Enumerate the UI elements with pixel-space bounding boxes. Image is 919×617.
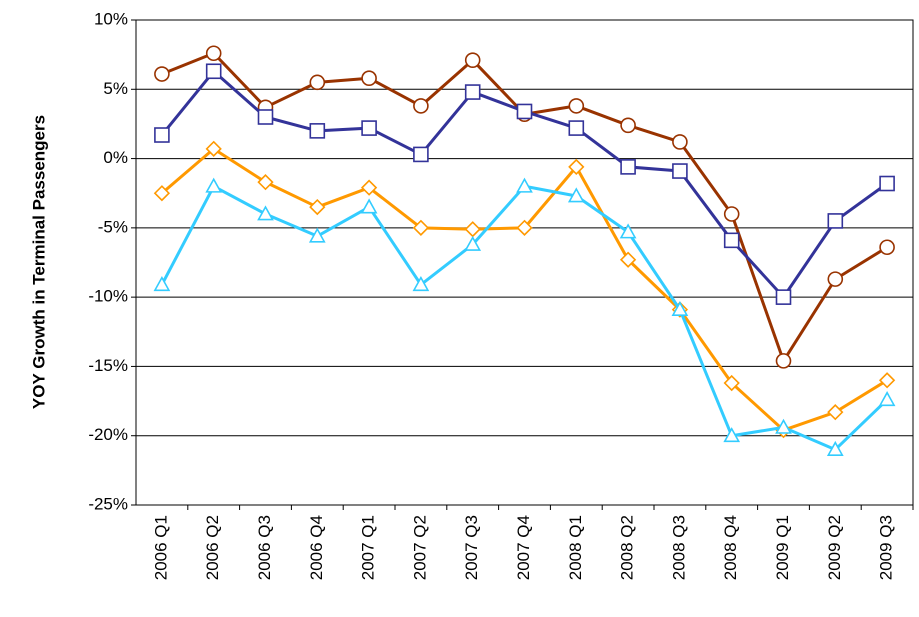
marker <box>361 120 377 136</box>
x-tick-label: 2009 Q2 <box>825 515 844 580</box>
marker <box>827 213 844 229</box>
plot-border <box>135 19 914 506</box>
x-tick-label: 2006 Q4 <box>307 515 326 580</box>
x-tick-label: 2007 Q3 <box>462 515 481 580</box>
marker <box>516 177 533 193</box>
marker <box>723 374 740 392</box>
marker <box>723 206 740 222</box>
marker <box>205 45 222 62</box>
y-tick-label: 10% <box>94 9 128 28</box>
y-tick-label: -15% <box>88 356 128 375</box>
marker <box>412 219 430 236</box>
y-tick-label: -25% <box>88 494 128 513</box>
marker <box>878 391 896 407</box>
marker <box>205 140 222 158</box>
marker <box>723 427 741 443</box>
marker <box>516 219 533 236</box>
marker <box>620 159 636 175</box>
marker <box>464 221 481 238</box>
marker <box>360 179 378 196</box>
series-line <box>161 51 888 363</box>
x-tick-label: 2008 Q3 <box>669 515 688 580</box>
marker <box>568 120 585 136</box>
marker <box>153 185 171 202</box>
marker <box>154 66 170 82</box>
marker <box>205 177 223 193</box>
marker <box>827 271 844 287</box>
marker <box>671 300 689 317</box>
x-tick-label: 2009 Q3 <box>877 515 896 580</box>
marker <box>309 198 326 216</box>
marker <box>154 127 170 143</box>
x-tick-label: 2007 Q1 <box>359 515 378 580</box>
y-tick-label: -20% <box>88 425 128 444</box>
marker <box>257 109 274 125</box>
x-tick-label: 2008 Q1 <box>566 515 585 580</box>
x-tick-label: 2008 Q2 <box>618 515 637 580</box>
marker <box>879 239 895 256</box>
x-tick-label: 2007 Q4 <box>514 515 533 580</box>
x-tick-label: 2006 Q3 <box>255 515 274 580</box>
marker <box>361 70 377 86</box>
marker <box>619 223 637 239</box>
marker <box>826 440 844 456</box>
marker <box>568 98 585 114</box>
marker <box>775 289 792 305</box>
marker <box>309 74 326 91</box>
x-tick-label: 2006 Q1 <box>151 515 170 580</box>
marker <box>205 63 222 80</box>
marker <box>619 251 637 268</box>
x-tick-label: 2009 Q1 <box>773 515 792 580</box>
y-tick-label: -10% <box>88 287 128 306</box>
marker <box>516 103 533 120</box>
marker <box>153 276 171 292</box>
y-tick-label: 5% <box>103 79 128 98</box>
marker <box>309 123 326 139</box>
marker <box>413 98 429 114</box>
marker <box>413 146 429 163</box>
marker <box>827 404 844 421</box>
marker <box>568 158 585 176</box>
marker <box>464 52 481 68</box>
marker <box>723 232 740 249</box>
y-tick-label: -5% <box>98 217 128 236</box>
marker <box>257 205 274 221</box>
marker <box>360 198 378 214</box>
x-tick-label: 2007 Q2 <box>410 515 429 580</box>
marker <box>672 134 688 150</box>
y-tick-label: 0% <box>103 148 128 167</box>
marker <box>878 372 896 389</box>
x-tick-label: 2006 Q2 <box>203 515 222 580</box>
marker <box>464 84 481 100</box>
marker <box>775 418 792 434</box>
marker <box>672 163 688 179</box>
marker <box>412 276 430 292</box>
marker <box>257 173 274 191</box>
y-axis-label: YOY Growth in Terminal Passengers <box>29 115 48 409</box>
marker <box>308 227 326 243</box>
marker <box>879 175 895 192</box>
marker <box>567 187 585 203</box>
marker <box>775 353 792 369</box>
x-tick-label: 2008 Q4 <box>721 515 740 580</box>
marker <box>620 117 636 134</box>
marker <box>464 235 482 251</box>
